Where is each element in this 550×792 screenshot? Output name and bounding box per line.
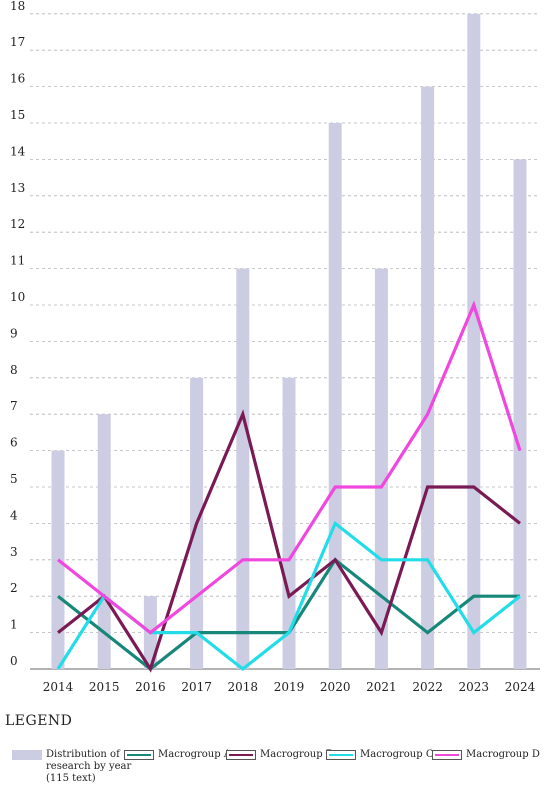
legend-label-c: Macrogroup C <box>360 749 434 760</box>
x-tick-label: 2017 <box>181 680 212 694</box>
legend-label-distribution: Distribution of research by year (115 te… <box>46 749 132 784</box>
series-line-macrogroup-d <box>57 300 522 635</box>
y-tick-label: 6 <box>10 436 18 450</box>
legend-item-macrogroup-b: Macrogroup B <box>226 749 333 761</box>
x-tick-label: 2016 <box>135 680 166 694</box>
x-tick-label: 2023 <box>459 680 490 694</box>
y-tick-label: 12 <box>10 217 25 231</box>
x-tick-label: 2018 <box>228 680 259 694</box>
x-tick-label: 2021 <box>366 680 397 694</box>
legend-swatch-d <box>432 750 462 760</box>
bar-2020 <box>328 123 342 669</box>
x-tick-label: 2019 <box>274 680 305 694</box>
y-tick-label: 10 <box>10 290 25 304</box>
legend-swatch-b <box>226 750 256 760</box>
legend-item-macrogroup-c: Macrogroup C <box>326 749 433 761</box>
legend-label-d: Macrogroup D <box>466 749 540 760</box>
y-tick-label: 8 <box>10 363 18 377</box>
bar-2024 <box>513 159 527 669</box>
y-tick-label: 11 <box>10 254 25 268</box>
legend-label-b: Macrogroup B <box>260 749 334 760</box>
y-tick-label: 7 <box>10 399 18 413</box>
y-tick-label: 16 <box>10 72 25 86</box>
y-tick-label: 13 <box>10 181 25 195</box>
legend-swatch-bar <box>12 750 42 760</box>
legend-item-macrogroup-a: Macrogroup A <box>124 749 231 761</box>
x-tick-label: 2024 <box>505 680 536 694</box>
series-lines <box>56 300 522 673</box>
y-tick-label: 0 <box>10 654 18 668</box>
bar-2018 <box>236 268 250 669</box>
x-tick-label: 2015 <box>89 680 120 694</box>
legend-swatch-a <box>124 750 154 760</box>
legend-label-a: Macrogroup A <box>158 749 232 760</box>
legend-title: LEGEND <box>5 713 73 729</box>
x-tick-label: 2014 <box>43 680 74 694</box>
y-tick-label: 17 <box>10 35 25 49</box>
y-tick-label: 5 <box>10 472 18 486</box>
y-tick-label: 9 <box>10 326 18 340</box>
bar-2022 <box>421 86 435 670</box>
y-tick-label: 3 <box>10 545 18 559</box>
bar-2021 <box>374 268 388 669</box>
x-tick-labels: 2014 2015 2016 2017 2018 2019 2020 2021 2022 2023… <box>43 680 536 694</box>
series-line-macrogroup-b <box>57 409 521 673</box>
legend-item-distribution: Distribution of research by year (115 te… <box>12 749 131 785</box>
bar-2023 <box>467 13 481 670</box>
x-tick-label: 2020 <box>320 680 351 694</box>
bar-2015 <box>97 414 111 669</box>
legend-swatch-c <box>326 750 356 760</box>
y-tick-label: 2 <box>10 581 18 595</box>
legend-item-macrogroup-d: Macrogroup D <box>432 749 540 761</box>
x-tick-label: 2022 <box>412 680 443 694</box>
bar-2019 <box>282 377 296 669</box>
y-tick-label: 18 <box>10 0 25 13</box>
y-tick-label: 1 <box>10 618 18 632</box>
y-tick-label: 4 <box>10 508 18 522</box>
y-tick-label: 14 <box>10 144 26 158</box>
y-tick-label: 15 <box>10 108 25 122</box>
bars <box>51 13 527 670</box>
